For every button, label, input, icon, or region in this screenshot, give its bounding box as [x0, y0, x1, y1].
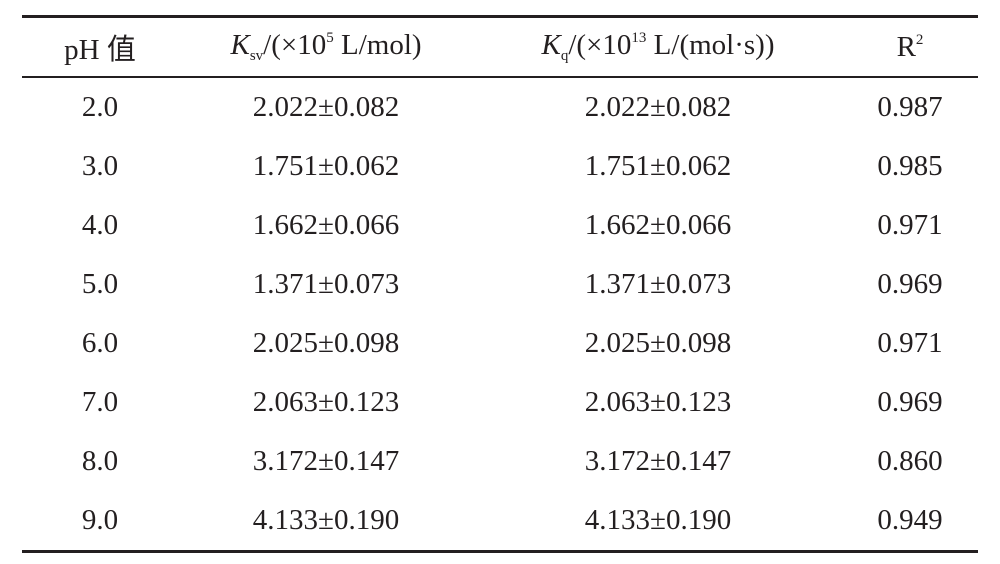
header-text: q: [560, 48, 569, 64]
table-cell: 0.949: [877, 504, 943, 536]
table-cell: 3.0: [81, 150, 119, 182]
header-text: /(×10: [263, 29, 327, 61]
table-cell: 1.662±0.066: [584, 209, 732, 241]
header-text: L/(mol·s)): [646, 29, 775, 61]
table-cell: 1.371±0.073: [252, 268, 400, 300]
table-cell: 0.860: [877, 445, 943, 477]
table-cell: 0.969: [877, 386, 943, 418]
table-cell: 2.022±0.082: [584, 91, 732, 123]
table-row: 9.0 4.133±0.190 4.133±0.190 0.949: [22, 491, 978, 552]
table-cell: 3.172±0.147: [584, 445, 732, 477]
header-cell: Kq/(×1013 L/(mol·s)): [474, 16, 842, 78]
table-row: 7.0 2.063±0.123 2.063±0.123 0.969: [22, 373, 978, 432]
table-cell: 4.133±0.190: [252, 504, 400, 536]
table-cell: 2.025±0.098: [584, 327, 732, 359]
header-cell: R2: [842, 16, 978, 78]
table-cell: 0.969: [877, 268, 943, 300]
table-cell: 1.371±0.073: [584, 268, 732, 300]
table-cell: 2.063±0.123: [584, 386, 732, 418]
table-cell: 8.0: [81, 445, 119, 477]
table-row: 6.0 2.025±0.098 2.025±0.098 0.971: [22, 314, 978, 373]
table-cell: 0.971: [877, 209, 943, 241]
table-cell: 1.751±0.062: [252, 150, 400, 182]
header-row: pH 值 Ksv/(×105 L/mol) Kq/(×1013 L/(mol·s))…: [22, 16, 978, 78]
table-cell: 1.751±0.062: [584, 150, 732, 182]
table-body: 2.0 2.022±0.082 2.022±0.082 0.987 3.0 1.751±0…: [22, 77, 978, 552]
header-cell: Ksv/(×105 L/mol): [178, 16, 474, 78]
header-text: R: [896, 30, 916, 63]
table-cell: 6.0: [81, 327, 119, 359]
table-row: 5.0 1.371±0.073 1.371±0.073 0.969: [22, 255, 978, 314]
header-text: 2: [915, 31, 924, 48]
table-row: 3.0 1.751±0.062 1.751±0.062 0.985: [22, 137, 978, 196]
header-text: 13: [631, 30, 647, 46]
data-table: pH 值 Ksv/(×105 L/mol) Kq/(×1013 L/(mol·s))…: [22, 15, 978, 553]
table-row: 2.0 2.022±0.082 2.022±0.082 0.987: [22, 77, 978, 137]
table-cell: 0.987: [877, 91, 943, 123]
header-cell: pH 值: [22, 16, 178, 78]
table-cell: 2.022±0.082: [252, 91, 400, 123]
table-cell: 2.063±0.123: [252, 386, 400, 418]
header-text: sv: [249, 48, 264, 64]
table-row: 8.0 3.172±0.147 3.172±0.147 0.860: [22, 432, 978, 491]
header-text: /(×10: [568, 29, 632, 61]
table-cell: 3.172±0.147: [252, 445, 400, 477]
header-text: K: [230, 29, 250, 61]
table-cell: 4.0: [81, 209, 119, 241]
table-row: 4.0 1.662±0.066 1.662±0.066 0.971: [22, 196, 978, 255]
table-cell: 5.0: [81, 268, 119, 300]
header-text: K: [541, 29, 561, 61]
header-text: L/mol): [333, 29, 422, 61]
table-cell: 0.985: [877, 150, 943, 182]
table-cell: 2.025±0.098: [252, 327, 400, 359]
table-cell: 2.0: [81, 91, 119, 123]
header-text: 5: [326, 30, 334, 46]
table-cell: 1.662±0.066: [252, 209, 400, 241]
header-text: pH 值: [64, 34, 136, 66]
table-cell: 4.133±0.190: [584, 504, 732, 536]
table-cell: 7.0: [81, 386, 119, 418]
table-cell: 9.0: [81, 504, 119, 536]
table-cell: 0.971: [877, 327, 943, 359]
